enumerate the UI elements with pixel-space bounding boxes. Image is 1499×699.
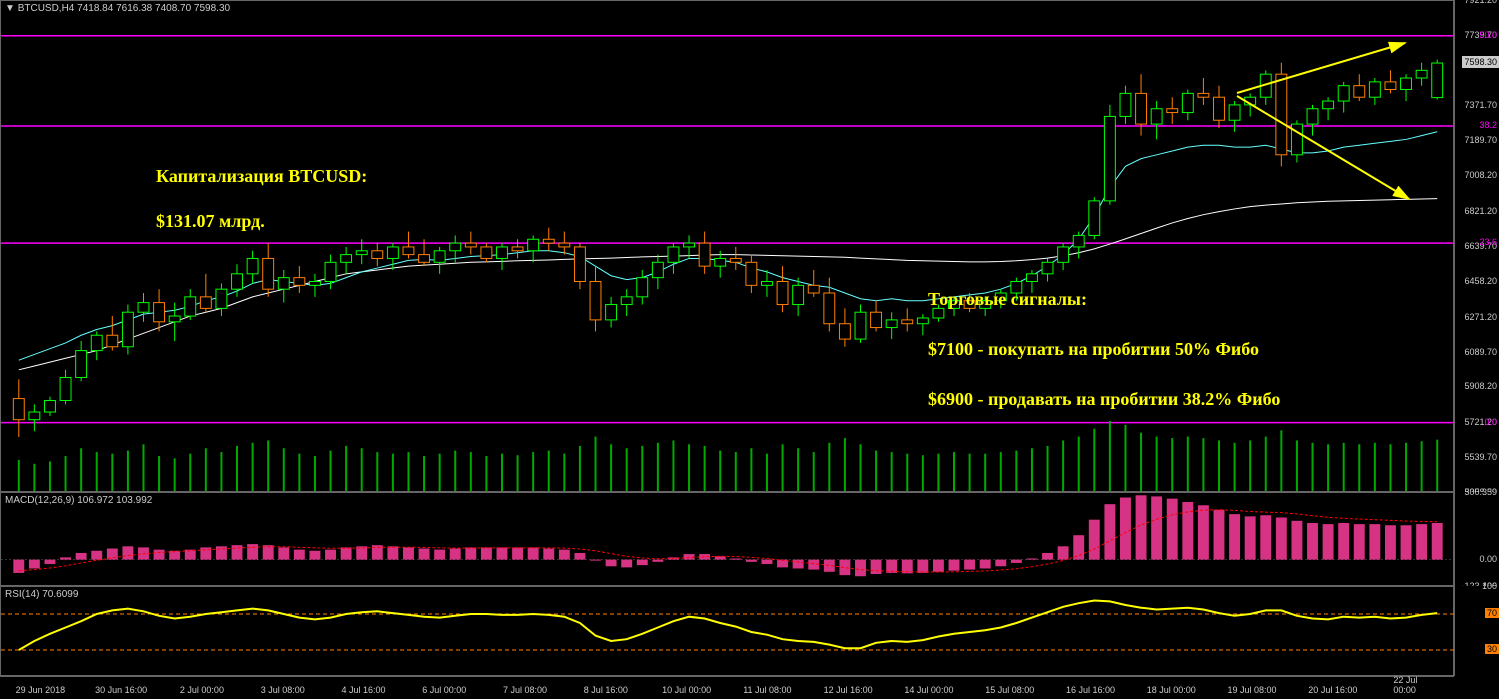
xaxis-tick: 20 Jul 16:00 [1308,685,1357,695]
annotation-text: $131.07 млрд. [156,211,265,232]
macd-ytick: 300.359 [1464,487,1497,497]
xaxis-tick: 2 Jul 00:00 [180,685,224,695]
xaxis-tick: 7 Jul 08:00 [503,685,547,695]
macd-svg [1,493,1455,587]
main-yaxis: 7921.207739.707598.307371.707189.707008.… [1454,0,1499,492]
xaxis-tick: 22 Jul 00:00 [1393,675,1433,695]
annotation-text: Торговые сигналы: [928,289,1087,310]
rsi-label: RSI(14) 70.6099 [5,589,78,600]
time-xaxis: 29 Jun 2018 30 Jun 16:00 2 Jul 00:00 3 Jul … [0,676,1454,699]
xaxis-tick: 15 Jul 08:00 [985,685,1034,695]
xaxis-tick: 10 Jul 00:00 [662,685,711,695]
xaxis-tick: 8 Jul 16:00 [584,685,628,695]
xaxis-tick: 12 Jul 16:00 [824,685,873,695]
fib-level-tag: 23.6 [1479,237,1497,247]
rsi-level-tag: 70 [1485,608,1499,618]
yaxis-tick: 6821.20 [1464,206,1497,216]
fib-level-tag: 0.0 [1484,417,1497,427]
macd-yaxis: 300.3590.00-123.496 [1454,492,1499,586]
xaxis-tick: 30 Jun 16:00 [95,685,147,695]
current-price-tag: 7598.30 [1462,56,1499,68]
rsi-ytick: 100 [1482,581,1497,591]
main-price-chart[interactable]: ▼ BTCUSD,H4 7418.84 7616.38 7408.70 7598… [0,0,1454,492]
xaxis-tick: 19 Jul 08:00 [1228,685,1277,695]
annotation-text: Капитализация BTCUSD: [156,166,367,187]
yaxis-tick: 6271.20 [1464,312,1497,322]
yaxis-tick: 5908.20 [1464,381,1497,391]
rsi-indicator-panel[interactable]: RSI(14) 70.6099 [0,586,1454,676]
xaxis-tick: 6 Jul 00:00 [422,685,466,695]
xaxis-tick: 16 Jul 16:00 [1066,685,1115,695]
fib-level-tag: 38.2 [1479,120,1497,130]
macd-label: MACD(12,26,9) 106.972 103.992 [5,495,152,506]
yaxis-tick: 6089.70 [1464,347,1497,357]
rsi-svg [1,587,1455,677]
price-chart-svg [1,1,1455,493]
annotation-text: $7100 - покупать на пробитии 50% Фибо [928,339,1259,360]
xaxis-tick: 3 Jul 08:00 [261,685,305,695]
xaxis-tick: 4 Jul 16:00 [341,685,385,695]
rsi-yaxis: 10070307030 [1454,586,1499,676]
annotation-text: $6900 - продавать на пробитии 38.2% Фибо [928,389,1280,410]
yaxis-tick: 7189.70 [1464,135,1497,145]
rsi-level-tag: 30 [1485,644,1499,654]
yaxis-tick: 7008.20 [1464,170,1497,180]
yaxis-tick: 7921.20 [1464,0,1497,5]
xaxis-tick: 18 Jul 00:00 [1147,685,1196,695]
symbol-header: ▼ BTCUSD,H4 7418.84 7616.38 7408.70 7598… [5,3,230,14]
yaxis-tick: 5539.70 [1464,452,1497,462]
xaxis-tick: 29 Jun 2018 [16,685,66,695]
fib-level-tag: 50.0 [1479,30,1497,40]
xaxis-tick: 14 Jul 00:00 [904,685,953,695]
macd-indicator-panel[interactable]: MACD(12,26,9) 106.972 103.992 [0,492,1454,586]
macd-ytick: 0.00 [1479,554,1497,564]
xaxis-tick: 11 Jul 08:00 [743,685,791,695]
yaxis-tick: 7371.70 [1464,100,1497,110]
yaxis-tick: 6458.20 [1464,276,1497,286]
